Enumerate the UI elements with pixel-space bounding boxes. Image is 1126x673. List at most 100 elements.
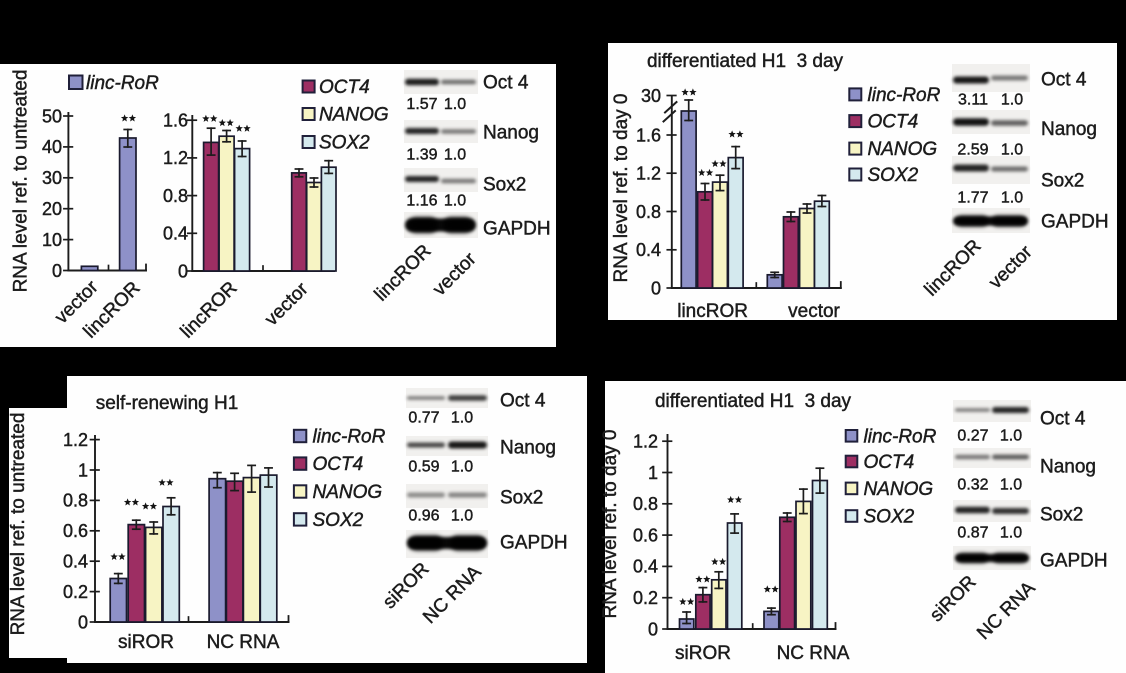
svg-text:1.2: 1.2 (636, 164, 661, 184)
svg-text:10: 10 (42, 230, 62, 250)
svg-text:linc-RoR: linc-RoR (864, 427, 937, 448)
svg-text:1.2: 1.2 (633, 432, 658, 452)
svg-text:GAPDH: GAPDH (500, 533, 568, 554)
svg-text:0.6: 0.6 (633, 525, 658, 545)
svg-text:SOX2: SOX2 (864, 507, 915, 528)
svg-text:0: 0 (648, 619, 658, 639)
svg-text:Sox2: Sox2 (1041, 171, 1084, 192)
svg-text:0.4: 0.4 (633, 557, 658, 577)
svg-text:Oct 4: Oct 4 (1041, 70, 1087, 91)
svg-text:Oct 4: Oct 4 (483, 73, 529, 94)
svg-text:0: 0 (651, 278, 661, 298)
svg-text:0.32: 0.32 (957, 477, 988, 494)
svg-text:SOX2: SOX2 (313, 510, 364, 531)
svg-text:0.6: 0.6 (63, 521, 88, 541)
svg-text:1.2: 1.2 (63, 430, 88, 450)
svg-text:SOX2: SOX2 (319, 133, 370, 154)
svg-text:0.4: 0.4 (636, 240, 661, 260)
svg-text:GAPDH: GAPDH (1040, 551, 1108, 572)
svg-text:0.8: 0.8 (163, 186, 188, 206)
svg-text:2.59: 2.59 (957, 142, 988, 159)
svg-text:GAPDH: GAPDH (483, 219, 551, 240)
svg-text:0.96: 0.96 (408, 508, 439, 525)
svg-text:0.8: 0.8 (633, 494, 658, 514)
svg-text:1.0: 1.0 (1001, 190, 1023, 207)
svg-text:NANOG: NANOG (868, 139, 938, 160)
svg-text:1.0: 1.0 (1001, 142, 1023, 159)
svg-text:siROR: siROR (118, 632, 174, 653)
svg-text:1: 1 (78, 460, 88, 480)
svg-text:0.4: 0.4 (63, 552, 88, 572)
svg-text:1.77: 1.77 (957, 190, 988, 207)
svg-text:OCT4: OCT4 (313, 454, 364, 475)
svg-text:1.0: 1.0 (444, 193, 466, 210)
svg-text:0.8: 0.8 (63, 491, 88, 511)
svg-text:self-renewing H1: self-renewing H1 (96, 393, 239, 414)
svg-text:0.2: 0.2 (63, 582, 88, 602)
svg-text:Sox2: Sox2 (1040, 505, 1083, 526)
svg-text:0: 0 (52, 261, 62, 281)
svg-text:20: 20 (42, 199, 62, 219)
svg-text:RNA level ref. to day 0: RNA level ref. to day 0 (600, 429, 621, 618)
svg-text:1.0: 1.0 (1001, 92, 1023, 109)
svg-text:3.11: 3.11 (958, 92, 988, 109)
svg-text:NANOG: NANOG (319, 105, 389, 126)
svg-text:50: 50 (42, 106, 62, 126)
svg-text:RNA level ref. to untreated: RNA level ref. to untreated (11, 70, 32, 293)
svg-text:Sox2: Sox2 (483, 175, 526, 196)
svg-text:NANOG: NANOG (864, 479, 934, 500)
svg-text:differentiated H1 3 day: differentiated H1 3 day (647, 51, 844, 72)
svg-text:Oct 4: Oct 4 (1040, 409, 1086, 430)
svg-text:0.2: 0.2 (633, 588, 658, 608)
svg-text:0.77: 0.77 (408, 410, 439, 427)
svg-text:1.0: 1.0 (451, 410, 473, 427)
svg-text:1.0: 1.0 (451, 508, 473, 525)
svg-text:0: 0 (178, 261, 188, 281)
svg-text:30: 30 (641, 86, 661, 106)
svg-text:1.0: 1.0 (1000, 525, 1022, 542)
svg-text:siROR: siROR (675, 643, 731, 664)
svg-text:0.59: 0.59 (408, 459, 439, 476)
svg-text:1.39: 1.39 (406, 147, 437, 164)
svg-text:1.0: 1.0 (1000, 428, 1022, 445)
svg-text:1.6: 1.6 (163, 111, 188, 131)
svg-text:NANOG: NANOG (313, 482, 383, 503)
svg-text:RNA level ref. to day 0: RNA level ref. to day 0 (611, 93, 632, 282)
svg-text:1.0: 1.0 (451, 459, 473, 476)
svg-text:40: 40 (42, 137, 62, 157)
svg-text:1.0: 1.0 (444, 96, 466, 113)
svg-text:Nanog: Nanog (500, 438, 556, 459)
svg-text:0.4: 0.4 (163, 224, 188, 244)
svg-text:0.8: 0.8 (636, 202, 661, 222)
svg-text:0: 0 (78, 612, 88, 632)
svg-text:1.0: 1.0 (1000, 477, 1022, 494)
svg-text:vector: vector (788, 301, 840, 322)
svg-text:RNA level ref. to untreated: RNA level ref. to untreated (8, 413, 29, 636)
svg-text:Nanog: Nanog (483, 123, 539, 144)
svg-text:SOX2: SOX2 (868, 165, 919, 186)
svg-text:1.57: 1.57 (406, 96, 437, 113)
svg-text:1.6: 1.6 (636, 125, 661, 145)
svg-text:linc-RoR: linc-RoR (313, 427, 386, 448)
svg-text:30: 30 (42, 168, 62, 188)
svg-text:OCT4: OCT4 (319, 77, 370, 98)
svg-text:NC RNA: NC RNA (777, 643, 850, 664)
svg-text:1.2: 1.2 (163, 148, 188, 168)
svg-text:lincROR: lincROR (677, 301, 748, 322)
svg-text:1: 1 (648, 463, 658, 483)
svg-text:GAPDH: GAPDH (1041, 212, 1109, 233)
svg-text:linc-RoR: linc-RoR (868, 85, 941, 106)
svg-text:0.87: 0.87 (957, 525, 988, 542)
svg-text:OCT4: OCT4 (864, 452, 915, 473)
svg-text:Nanog: Nanog (1041, 119, 1097, 140)
svg-text:Nanog: Nanog (1040, 457, 1096, 478)
svg-text:Sox2: Sox2 (500, 488, 543, 509)
svg-text:1.16: 1.16 (406, 193, 437, 210)
svg-text:0.27: 0.27 (957, 428, 988, 445)
svg-text:Oct 4: Oct 4 (500, 391, 546, 412)
svg-text:1.0: 1.0 (444, 147, 466, 164)
svg-text:NC RNA: NC RNA (207, 632, 280, 653)
svg-text:linc-RoR: linc-RoR (86, 73, 159, 94)
svg-text:OCT4: OCT4 (868, 112, 919, 133)
svg-text:differentiated H1 3 day: differentiated H1 3 day (655, 391, 852, 412)
